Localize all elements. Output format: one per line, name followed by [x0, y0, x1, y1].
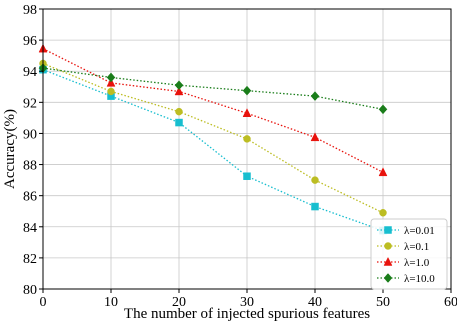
y-tick-label: 90: [23, 127, 37, 142]
data-point: [242, 108, 252, 117]
y-tick-label: 88: [23, 159, 37, 174]
series-circle: [39, 59, 387, 217]
y-tick-label: 80: [23, 283, 37, 298]
legend-item: λ=1.0: [377, 256, 430, 269]
legend: λ=0.01 λ=0.1 λ=1.0 λ=10.0: [370, 218, 448, 290]
series-triangle: [38, 43, 388, 177]
legend-item: λ=0.01: [377, 225, 435, 237]
data-point: [378, 104, 388, 115]
y-tick-label: 82: [23, 252, 37, 267]
data-point: [311, 202, 319, 211]
x-tick-label: 50: [376, 295, 390, 310]
series-line: [42, 67, 384, 110]
data-point: [311, 176, 319, 184]
series-line: [42, 48, 384, 173]
data-point: [310, 132, 320, 142]
x-tick-label: 60: [444, 295, 457, 310]
x-tick-label: 0: [40, 295, 47, 310]
legend-label: λ=10.0: [404, 273, 435, 285]
data-point: [378, 167, 388, 177]
legend-label: λ=0.01: [404, 225, 435, 237]
x-axis-title: The number of injected spurious features: [124, 306, 370, 322]
x-tick-label: 20: [172, 295, 186, 310]
data-point: [243, 172, 251, 180]
data-point: [243, 135, 251, 143]
x-tick-label: 40: [308, 295, 322, 310]
legend-marker: [384, 242, 392, 250]
legend-marker: [384, 226, 392, 234]
data-point: [175, 107, 183, 116]
data-point: [174, 80, 184, 91]
data-point: [310, 91, 320, 101]
legend-box: [370, 218, 448, 290]
series-line: [42, 69, 384, 232]
series-line: [42, 62, 384, 214]
x-tick-label: 10: [104, 295, 118, 310]
legend-label: λ=0.1: [404, 241, 429, 253]
series-diamond: [38, 63, 388, 115]
legend-label: λ=1.0: [404, 257, 430, 269]
axis-ticks: 0 10 20 30 40 50 60 80 82 84 86 88 90 92 94 96 98: [23, 3, 457, 310]
data-point: [174, 86, 184, 96]
y-tick-label: 84: [23, 221, 37, 236]
data-point: [175, 118, 183, 127]
legend-item: λ=10.0: [377, 273, 435, 285]
y-tick-label: 98: [23, 3, 37, 18]
legend-marker: [383, 273, 393, 283]
y-axis-title: Accuracy(%): [2, 109, 18, 189]
y-tick-label: 94: [23, 65, 37, 80]
y-tick-label: 92: [23, 96, 37, 111]
series-square: [39, 65, 387, 235]
series-layer: [38, 43, 388, 235]
data-point: [106, 72, 116, 83]
legend-item: λ=0.1: [377, 241, 429, 253]
y-tick-label: 96: [23, 34, 37, 49]
x-tick-label: 30: [240, 295, 254, 310]
data-point: [106, 77, 116, 87]
y-tick-label: 86: [23, 190, 37, 205]
legend-marker: [383, 256, 393, 266]
data-point: [242, 85, 252, 96]
data-point: [379, 209, 387, 217]
data-point: [107, 87, 115, 96]
